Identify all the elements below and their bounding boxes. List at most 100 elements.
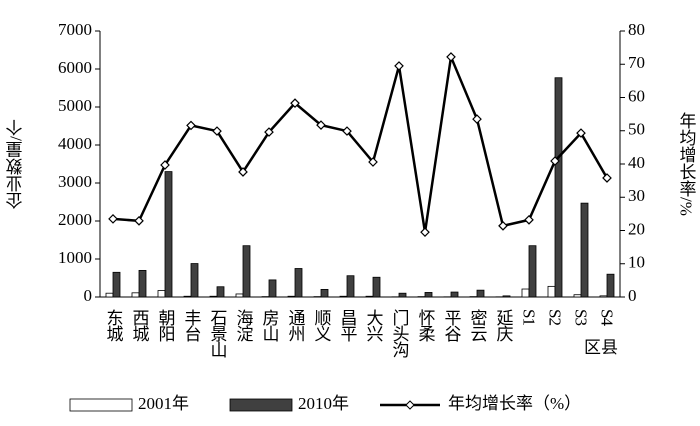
x-tick-label: 延庆 [494, 309, 514, 342]
y2-tick-label: 50 [628, 120, 645, 139]
x-tick-label: 房山 [260, 309, 280, 342]
bar [268, 279, 277, 298]
legend-swatch [69, 398, 133, 412]
y2-tick-label: 40 [628, 153, 645, 172]
bar [209, 295, 218, 298]
bar [183, 295, 192, 298]
x-tick-label: 大兴 [364, 309, 384, 342]
legend-label: 2001年 [138, 394, 189, 413]
y2-tick-label: 10 [628, 253, 645, 272]
marker [264, 127, 274, 137]
legend-label: 2010年 [298, 394, 349, 413]
marker [420, 227, 430, 238]
marker [524, 215, 534, 225]
bar [502, 295, 511, 298]
marker [550, 156, 560, 166]
bar [131, 292, 140, 298]
x-tick-label: 朝阳 [156, 309, 176, 342]
bar [450, 291, 459, 298]
marker [186, 120, 196, 131]
bar [547, 285, 556, 298]
y2-tick-label: 70 [628, 53, 645, 72]
y2-tick-label: 60 [628, 86, 645, 105]
y-tick-label: 4000 [58, 134, 92, 153]
x-tick-label: 平谷 [442, 309, 462, 342]
x-tick-label: 丰台 [182, 309, 202, 342]
x-tick-label: 顺义 [312, 309, 332, 341]
bar [554, 77, 563, 298]
marker [498, 220, 508, 231]
x-tick-label: 海淀 [234, 309, 254, 342]
x-tick-label: 石景山 [208, 309, 228, 358]
marker [472, 114, 482, 124]
marker [134, 216, 144, 226]
x-tick-label: 东城 [104, 309, 124, 342]
bar [105, 292, 114, 298]
x-tick-label: 西城 [130, 309, 150, 342]
bar [112, 271, 121, 298]
x-tick-label: 通州 [286, 309, 306, 342]
y-tick-label: 6000 [58, 58, 92, 77]
y2-tick-label: 30 [628, 186, 645, 205]
bar [521, 288, 530, 298]
y-tick-label: 2000 [58, 210, 92, 229]
y-tick-label: 0 [84, 286, 93, 305]
marker [602, 173, 612, 183]
bar [398, 292, 407, 298]
bar [339, 295, 348, 298]
bar [287, 295, 296, 298]
y-tick-label: 3000 [58, 172, 92, 191]
marker [316, 120, 326, 130]
bar [164, 171, 173, 298]
marker [160, 160, 170, 170]
legend-label: 年均增长率（%） [448, 394, 581, 413]
x-axis-title: 区县 [584, 338, 618, 357]
bar [476, 289, 485, 298]
bar [190, 263, 199, 298]
bar [580, 202, 589, 298]
y-tick-label: 7000 [58, 20, 92, 39]
legend-swatch [229, 398, 293, 412]
marker [394, 61, 404, 71]
y2-tick-label: 0 [628, 286, 637, 305]
bar [573, 294, 582, 298]
y-tick-label: 1000 [58, 248, 92, 267]
bar [606, 273, 615, 298]
marker [238, 167, 248, 177]
bar [372, 276, 381, 298]
y2-tick-label: 80 [628, 20, 645, 39]
bar [242, 245, 251, 298]
marker [108, 214, 118, 224]
marker [446, 52, 456, 62]
y-axis-title: 企业数量/个 [6, 119, 26, 209]
bar [320, 288, 329, 298]
x-tick-label: S4 [598, 309, 617, 326]
bar [157, 290, 166, 298]
y2-tick-label: 20 [628, 219, 645, 238]
marker [212, 126, 222, 136]
bar [346, 275, 355, 298]
bar [294, 268, 303, 298]
bar [424, 292, 433, 298]
x-tick-label: 昌平 [338, 309, 358, 342]
bar [365, 295, 374, 298]
x-tick-label: S2 [546, 309, 565, 325]
marker [290, 98, 300, 109]
x-tick-label: 怀柔 [416, 309, 436, 342]
bar [138, 269, 147, 298]
x-tick-label: S1 [520, 309, 539, 325]
y-tick-label: 5000 [58, 96, 92, 115]
line [112, 52, 609, 233]
bar [599, 295, 608, 298]
x-tick-label: S3 [572, 309, 591, 325]
legend-marker [405, 400, 415, 410]
bar [235, 293, 244, 298]
x-tick-label: 门头沟 [390, 309, 410, 359]
marker [368, 157, 378, 167]
marker [576, 128, 586, 138]
bar [216, 286, 225, 298]
x-tick-label: 密云 [468, 309, 488, 342]
marker [342, 126, 352, 136]
y2-axis-title: 年均增长率/% [677, 112, 697, 216]
